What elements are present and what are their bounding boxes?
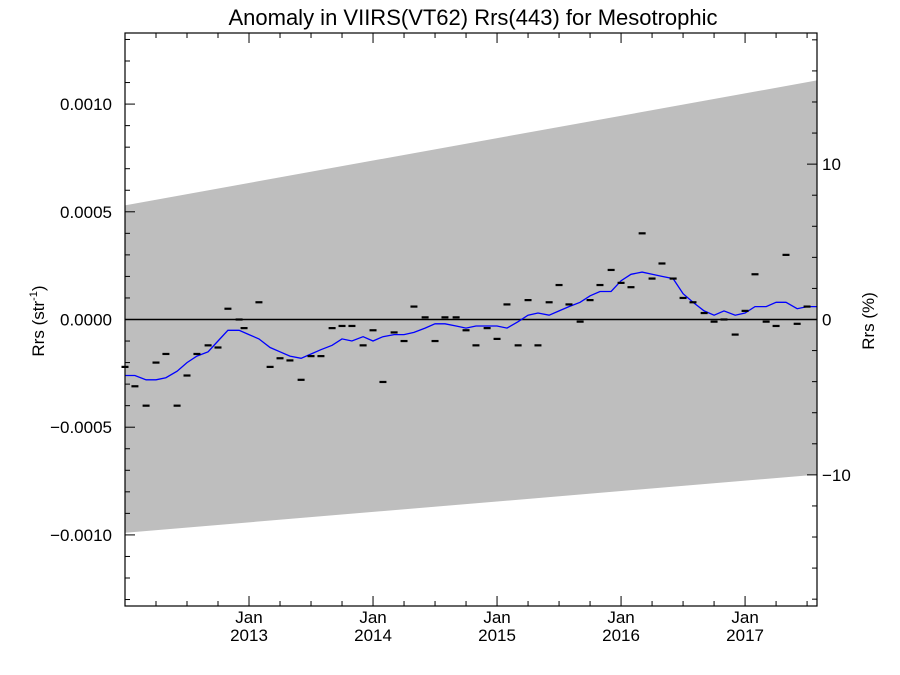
y-axis-title-close: ) bbox=[29, 285, 48, 291]
smoothed-anomaly-line bbox=[125, 271, 817, 381]
x-tick-label-year: 2016 bbox=[602, 626, 640, 645]
y-axis-title: Rrs (str-1) bbox=[28, 285, 48, 356]
x-tick-label-month: Jan bbox=[235, 608, 262, 627]
y-tick-label: −0.0010 bbox=[50, 526, 112, 545]
y2-tick-label: 0 bbox=[822, 311, 831, 330]
y2-tick-label: 10 bbox=[822, 155, 841, 174]
x-tick-label-year: 2013 bbox=[230, 626, 268, 645]
y-axis-title-main: Rrs (str bbox=[29, 301, 48, 357]
y-tick-label: 0.0000 bbox=[60, 311, 112, 330]
plot-area bbox=[121, 32, 818, 607]
y-tick-label: −0.0005 bbox=[50, 418, 112, 437]
x-tick-label-month: Jan bbox=[359, 608, 386, 627]
y-tick-label: 0.0005 bbox=[60, 203, 112, 222]
y-axis-title-sup: -1 bbox=[28, 291, 40, 301]
x-tick-label-year: 2014 bbox=[354, 626, 392, 645]
x-tick-label-month: Jan bbox=[483, 608, 510, 627]
y2-axis-title: Rrs (%) bbox=[859, 292, 878, 350]
x-tick-label-month: Jan bbox=[731, 608, 758, 627]
anomaly-points bbox=[121, 232, 811, 407]
x-tick-label-year: 2017 bbox=[726, 626, 764, 645]
y2-tick-label: −10 bbox=[822, 466, 851, 485]
y-axis-left: 0.0010 0.0005 0.0000 −0.0005 −0.0010 bbox=[50, 95, 135, 545]
x-tick-label-month: Jan bbox=[607, 608, 634, 627]
chart-title: Anomaly in VIIRS(VT62) Rrs(443) for Meso… bbox=[228, 5, 717, 30]
x-tick-label-year: 2015 bbox=[478, 626, 516, 645]
y-tick-label: 0.0010 bbox=[60, 95, 112, 114]
minor-ticks bbox=[125, 33, 817, 606]
y-axis-right: 10 0 −10 bbox=[807, 155, 851, 485]
uncertainty-band bbox=[125, 80, 817, 533]
